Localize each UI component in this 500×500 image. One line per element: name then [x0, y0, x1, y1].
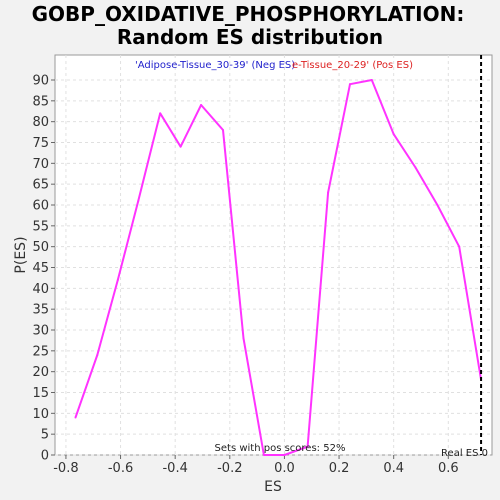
pos-scores-annotation: Sets with pos scores: 52%	[215, 443, 346, 454]
data-point	[392, 133, 395, 136]
data-point	[221, 129, 224, 131]
data-point	[74, 416, 77, 419]
x-tick-label: 0.4	[383, 461, 404, 476]
x-tick-label: -0.4	[162, 461, 187, 476]
data-point	[306, 445, 309, 448]
data-point	[436, 204, 439, 206]
data-point	[159, 112, 162, 115]
y-tick-label: 85	[32, 94, 49, 109]
y-tick-label: 90	[32, 74, 49, 89]
y-tick-label: 50	[32, 240, 49, 255]
chart-title-line-1: GOBP_OXIDATIVE_PHOSPHORYLATION:	[32, 2, 465, 26]
x-axis-label: ES	[264, 479, 282, 495]
data-point	[283, 454, 286, 456]
data-point	[327, 191, 330, 194]
legend-pos-label: e-Tissue_20-29' (Pos ES)	[292, 60, 413, 71]
y-tick-label: 35	[32, 303, 49, 318]
y-tick-label: 5	[41, 428, 49, 443]
y-tick-label: 15	[32, 386, 49, 401]
y-tick-label: 0	[41, 449, 49, 464]
y-tick-label: 55	[32, 219, 49, 234]
data-point	[262, 454, 265, 456]
data-point	[414, 166, 417, 169]
data-point	[116, 279, 119, 281]
x-tick-label: -0.2	[217, 461, 242, 476]
y-tick-label: 60	[32, 199, 49, 214]
y-tick-label: 70	[32, 157, 49, 172]
chart-title-line-2: Random ES distribution	[117, 25, 383, 49]
series-line	[74, 79, 483, 456]
data-point	[137, 199, 140, 202]
legend-neg-label: 'Adipose-Tissue_30-39' (Neg ES)	[135, 60, 295, 71]
y-axis-label: P(ES)	[13, 236, 29, 273]
x-axis: -0.8 -0.6 -0.4 -0.2 0.0 0.2 0.4 0.6	[53, 455, 459, 476]
y-tick-label: 30	[32, 324, 49, 339]
y-tick-label: 20	[32, 365, 49, 380]
y-tick-label: 75	[32, 136, 49, 151]
y-tick-label: 80	[32, 115, 49, 130]
x-tick-label: 0.2	[329, 461, 350, 476]
y-tick-label: 65	[32, 178, 49, 193]
data-point	[370, 79, 373, 81]
y-tick-label: 10	[32, 407, 49, 422]
x-tick-label: -0.6	[108, 461, 133, 476]
x-tick-label: 0.0	[274, 461, 295, 476]
data-point	[458, 245, 461, 248]
y-axis: 0 5 10 15 20 25 30 35 40 45 50 55 60 65 70 75 80 85 90	[32, 74, 55, 464]
data-point	[242, 337, 245, 340]
x-tick-label: 0.6	[438, 461, 459, 476]
y-tick-label: 45	[32, 261, 49, 276]
data-point	[96, 354, 99, 356]
x-tick-label: -0.8	[53, 461, 78, 476]
y-tick-label: 40	[32, 282, 49, 297]
data-point	[200, 104, 203, 106]
data-point	[179, 145, 182, 148]
y-tick-label: 25	[32, 344, 49, 359]
real-es-annotation: Real ES 0	[441, 448, 488, 459]
data-point	[348, 83, 351, 86]
